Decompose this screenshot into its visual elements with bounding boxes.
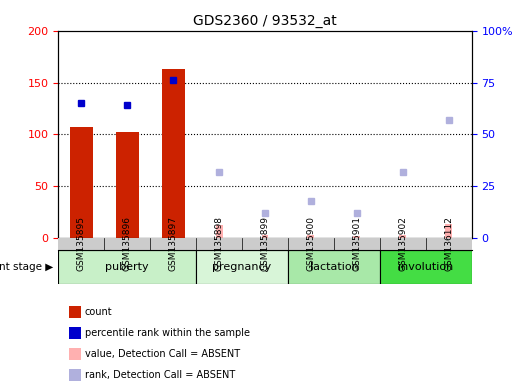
Bar [380,250,472,284]
Text: GSM135897: GSM135897 [169,216,178,271]
Text: GSM136112: GSM136112 [444,217,453,271]
Bar [196,250,288,284]
Bar [399,235,406,238]
Text: pregnancy: pregnancy [213,262,272,272]
Text: GSM135902: GSM135902 [399,217,407,271]
Bar [307,235,314,238]
Text: count: count [85,307,112,317]
Text: development stage ▶: development stage ▶ [0,262,53,272]
Text: lactation: lactation [310,262,358,272]
Text: value, Detection Call = ABSENT: value, Detection Call = ABSENT [85,349,240,359]
Bar [162,69,184,238]
Text: GSM135896: GSM135896 [123,216,131,271]
Text: puberty: puberty [105,262,149,272]
Bar [70,127,93,238]
Text: GSM135901: GSM135901 [352,216,361,271]
Text: rank, Detection Call = ABSENT: rank, Detection Call = ABSENT [85,370,235,380]
Bar [445,223,452,238]
Bar [58,250,196,284]
Bar [216,225,223,238]
Bar [261,235,268,238]
Bar [288,250,380,284]
Title: GDS2360 / 93532_at: GDS2360 / 93532_at [193,14,337,28]
Text: percentile rank within the sample: percentile rank within the sample [85,328,250,338]
Text: involution: involution [398,262,453,272]
Text: GSM135895: GSM135895 [77,216,86,271]
Text: GSM135900: GSM135900 [306,216,315,271]
Bar [354,236,360,238]
Bar [116,132,139,238]
Text: GSM135899: GSM135899 [261,216,269,271]
Text: GSM135898: GSM135898 [215,216,224,271]
